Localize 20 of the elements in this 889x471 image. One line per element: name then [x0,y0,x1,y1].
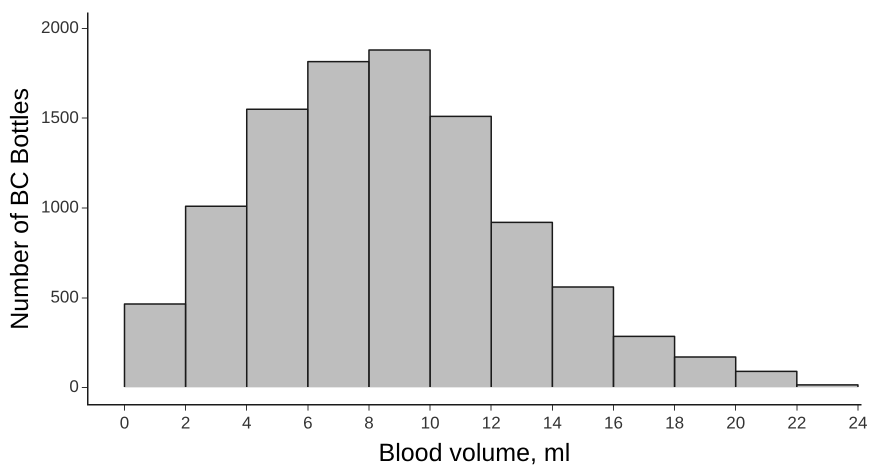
x-tick-label: 2 [180,413,190,432]
x-tick-label: 14 [542,413,562,432]
x-tick-label: 22 [787,413,806,432]
x-tick-label: 6 [303,413,313,432]
y-tick-label: 0 [69,377,79,396]
x-tick-label: 20 [726,413,746,432]
y-tick-label: 1000 [40,198,79,217]
x-tick-label: 10 [420,413,440,432]
y-tick-label: 500 [50,287,79,306]
y-tick-label: 1500 [40,108,79,127]
y-axis-title: Number of BC Bottles [6,88,34,330]
x-tick-label: 4 [242,413,252,432]
y-tick-label: 2000 [40,18,79,38]
x-tick-label: 8 [364,413,374,432]
x-tick-label: 24 [848,413,868,432]
x-tick-label: 18 [665,413,684,432]
x-tick-label: 0 [120,413,130,432]
x-axis-title: Blood volume, ml [378,438,570,467]
x-tick-label: 12 [482,413,501,432]
x-tick-label: 16 [604,413,623,432]
